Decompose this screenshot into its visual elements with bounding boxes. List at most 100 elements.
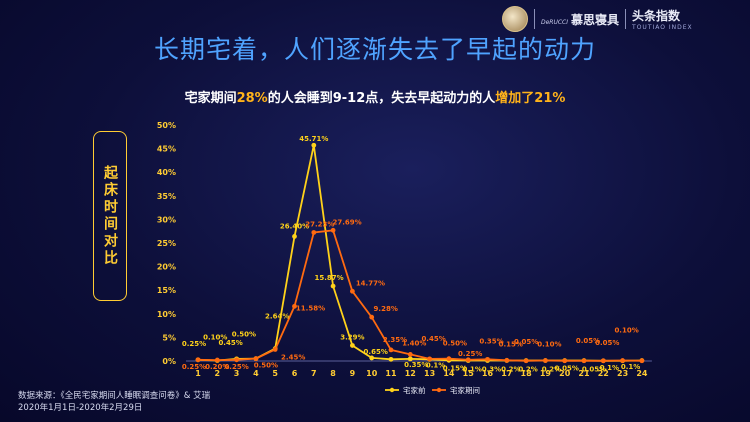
data-point-series-2 (330, 227, 336, 233)
legend-marker-2 (436, 387, 442, 393)
x-tick-label: 16 (482, 369, 494, 378)
data-label-series-1: 0.10% (203, 334, 227, 342)
x-tick-label: 7 (311, 369, 317, 378)
data-point-series-1 (369, 355, 375, 361)
y-tick-label: 50% (157, 121, 176, 130)
x-tick-label: 14 (443, 369, 455, 378)
data-label-series-1: 2.64% (265, 313, 289, 321)
data-point-series-2 (504, 357, 510, 363)
source-line-2: 2020年1月1日-2020年2月29日 (18, 403, 143, 413)
y-tick-label: 15% (157, 286, 176, 295)
toutiao-index-logo: 头条指数 TOUTIAO INDEX (632, 7, 693, 31)
data-label-series-1: 0.25% (182, 340, 206, 348)
data-label-series-1: 0.1% (621, 363, 640, 371)
side-label: 起床时间对比 (93, 131, 127, 301)
data-point-series-1 (350, 343, 355, 348)
data-point-series-2 (523, 358, 529, 364)
data-label-series-1: 0.05% (555, 365, 579, 373)
data-point-series-2 (195, 357, 201, 363)
data-label-series-1: 26.40% (280, 222, 309, 230)
data-label-series-1: 3.29% (340, 333, 364, 341)
data-label-series-2: 0.05% (595, 339, 619, 347)
x-tick-label: 21 (578, 369, 590, 378)
data-point-series-2 (407, 351, 413, 357)
y-tick-label: 5% (162, 333, 176, 342)
data-point-series-2 (214, 357, 220, 363)
x-tick-label: 18 (521, 369, 533, 378)
data-label-series-2: 9.28% (374, 305, 398, 313)
y-tick-label: 35% (157, 192, 176, 201)
data-point-series-2 (253, 356, 259, 362)
toutiao-index-en: TOUTIAO INDEX (632, 24, 693, 31)
subtitle-pct2: 21% (534, 91, 566, 106)
x-tick-label: 22 (598, 369, 609, 378)
toutiao-index-cn: 头条指数 (632, 9, 681, 23)
x-tick-label: 15 (463, 369, 475, 378)
data-point-series-2 (543, 358, 548, 363)
data-label-series-2: 27.23% (305, 220, 334, 228)
x-tick-label: 10 (366, 369, 378, 378)
data-point-series-1 (311, 142, 317, 148)
data-label-series-1: 0.15% (443, 364, 467, 372)
logo-divider (534, 9, 535, 29)
data-label-series-2: 0.45% (421, 335, 445, 343)
x-tick-label: 4 (253, 369, 259, 378)
data-point-series-2 (272, 347, 278, 352)
data-label-series-1: 0.1% (462, 366, 481, 374)
x-tick-label: 8 (330, 369, 336, 378)
data-label-series-1: 0.45% (218, 339, 242, 347)
y-tick-label: 25% (157, 239, 176, 248)
data-label-series-1: 0.1% (600, 364, 619, 372)
data-label-series-2: 0.35% (479, 337, 503, 345)
data-label-series-2: 2.35% (383, 336, 407, 344)
source-line-1: 数据来源：《全民宅家期间人睡眠调查问卷》& 艾瑞 (18, 391, 211, 401)
x-tick-label: 6 (292, 369, 298, 378)
data-label-series-1: 0.05% (582, 366, 606, 374)
data-label-series-2: 14.77% (356, 279, 385, 287)
y-tick-label: 30% (157, 215, 176, 224)
data-label-series-1: 0.2% (501, 366, 520, 374)
legend-marker-1 (389, 387, 395, 393)
data-label-series-1: 0.35% (404, 361, 428, 369)
data-label-series-2: 0.05% (514, 338, 538, 346)
legend-label-2: 宅家期间 (450, 385, 480, 395)
x-tick-label: 20 (559, 369, 571, 378)
data-label-series-2: 0.05% (576, 337, 600, 345)
data-label-series-2: 0.50% (443, 340, 467, 348)
data-point-series-2 (292, 303, 297, 309)
x-tick-label: 3 (234, 369, 240, 378)
data-point-series-2 (465, 357, 471, 363)
logo-bar: DeRUCCI 慕思寝具 头条指数 TOUTIAO INDEX (502, 6, 740, 32)
x-tick-label: 5 (272, 369, 278, 378)
y-tick-label: 45% (157, 145, 176, 154)
data-point-series-2 (485, 356, 490, 362)
page-subtitle: 宅家期间28%的人会睡到9-12点，失去早起动力的人增加了21% (0, 87, 750, 106)
data-label-series-2: 0.25% (182, 363, 206, 371)
brand-en: DeRUCCI (541, 18, 569, 26)
x-tick-label: 13 (424, 369, 435, 378)
data-label-series-2: 0.50% (254, 362, 278, 370)
data-point-series-2 (234, 357, 240, 363)
data-point-series-2 (600, 358, 606, 364)
data-label-series-1: 0.2% (518, 366, 537, 374)
data-label-series-1: 0.3% (482, 366, 501, 374)
data-label-series-2: 2.45% (281, 353, 305, 361)
data-point-series-1 (330, 283, 336, 289)
data-point-series-2 (620, 358, 625, 363)
data-point-series-2 (369, 314, 375, 320)
data-label-series-2: 1.40% (402, 339, 426, 347)
brand-logo: DeRUCCI 慕思寝具 (541, 11, 619, 28)
data-label-series-2: 0.10% (614, 327, 638, 335)
subtitle-part1: 宅家期间 (184, 91, 237, 106)
data-point-series-1 (388, 356, 394, 362)
data-point-series-1 (292, 233, 297, 239)
data-label-series-2: 0.20% (205, 363, 229, 371)
data-label-series-1: 0.50% (232, 331, 256, 339)
series-line-1 (197, 145, 642, 362)
data-point-series-2 (562, 358, 568, 364)
logo-divider (625, 9, 627, 29)
data-label-series-1: 45.71% (299, 135, 328, 143)
data-label-series-2: 0.25% (224, 363, 248, 371)
data-point-series-2 (639, 358, 645, 364)
